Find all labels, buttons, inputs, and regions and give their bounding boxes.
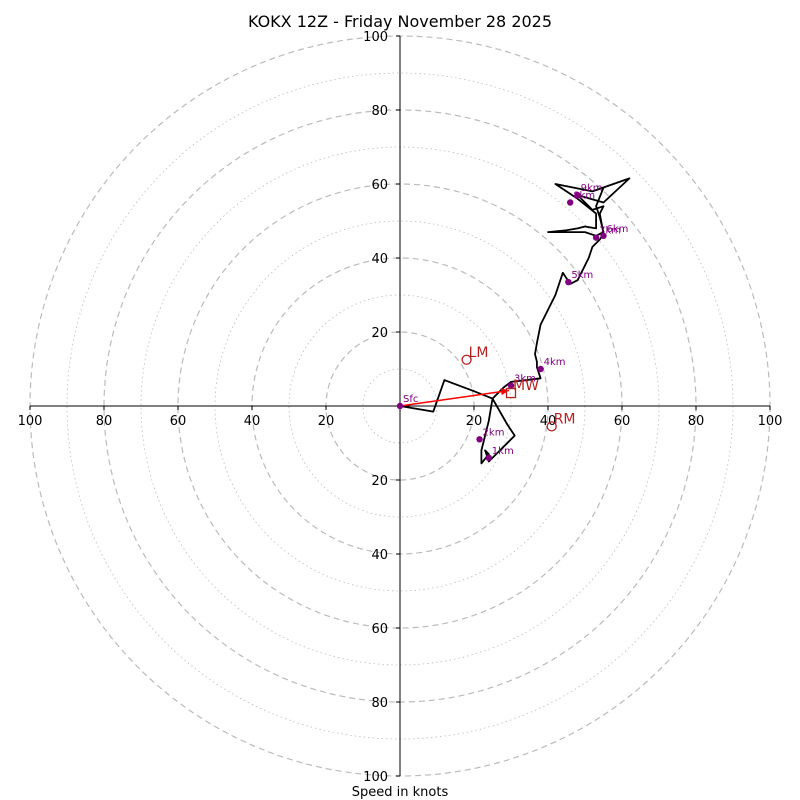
- height-marker-1km: [485, 454, 492, 461]
- storm-motion-marker-lm: [461, 354, 472, 365]
- tick-label-bottom-40: 40: [371, 548, 388, 563]
- height-marker-5km: [565, 278, 572, 286]
- shear-vector: [399, 388, 510, 407]
- tick-label-top-80: 80: [371, 104, 388, 119]
- tick-label-left-60: 60: [170, 414, 187, 429]
- x-axis-label: Speed in knots: [352, 785, 449, 800]
- tick-label-right-80: 80: [688, 414, 705, 429]
- height-label-2km: 2km: [483, 427, 505, 438]
- height-marker-8km: [567, 199, 574, 206]
- storm-motion-marker-rm: [546, 421, 557, 432]
- tick-label-bottom-20: 20: [371, 474, 388, 489]
- height-marker-2km: [476, 436, 483, 443]
- tick-label-top-20: 20: [371, 326, 388, 341]
- tick-label-left-80: 80: [96, 414, 113, 429]
- tick-label-top-60: 60: [371, 178, 388, 193]
- height-label-9km: 9km: [581, 183, 603, 194]
- storm-motion-label-mw: MW: [513, 378, 539, 394]
- storm-motion-markers: LM RM MW: [461, 345, 576, 432]
- hodograph-line-lower: [480, 398, 516, 465]
- storm-motion-label-rm: RM: [554, 411, 576, 427]
- height-marker-6km: [600, 232, 607, 239]
- storm-motion-label-lm: LM: [469, 345, 489, 361]
- height-marker-9km: [574, 191, 581, 199]
- hodograph-line-upper: [399, 177, 631, 413]
- shear-vector-line: [399, 389, 510, 407]
- height-label-5km: 5km: [571, 270, 593, 281]
- shear-vector-arrowhead: [500, 388, 510, 396]
- tick-label-left-100: 100: [18, 414, 43, 429]
- height-label-7km: 7km: [599, 226, 621, 237]
- tick-labels: 20 20 20 20 40 40 40 40 60 60 60 60 80 80 80 80 100 100 10…: [18, 30, 783, 785]
- height-label-4km: 4km: [544, 357, 566, 368]
- tick-label-left-40: 40: [244, 414, 261, 429]
- height-label-8km: 8km: [573, 191, 595, 202]
- storm-motion-marker-mw: [505, 387, 517, 399]
- height-marker-4km: [537, 365, 544, 373]
- chart-title: KOKX 12Z - Friday November 28 2025: [248, 12, 552, 31]
- tick-label-left-20: 20: [318, 414, 335, 429]
- height-marker-7km: [592, 234, 600, 241]
- tick-label-right-60: 60: [614, 414, 631, 429]
- tick-label-right-40: 40: [540, 414, 557, 429]
- tick-label-bottom-80: 80: [371, 696, 388, 711]
- tick-label-bottom-60: 60: [371, 622, 388, 637]
- height-label-1km: 1km: [492, 446, 514, 457]
- tick-label-bottom-100: 100: [363, 770, 388, 785]
- tick-label-top-40: 40: [371, 252, 388, 267]
- height-marker-3km: [507, 382, 515, 389]
- height-label-3km: 3km: [514, 374, 536, 385]
- hodograph-trace: [399, 177, 631, 465]
- height-marker-sfc: [396, 402, 404, 410]
- height-label-6km: 6km: [607, 224, 629, 235]
- tick-label-top-100: 100: [363, 30, 388, 45]
- tick-label-right-100: 100: [758, 414, 783, 429]
- height-label-sfc: Sfc: [403, 394, 418, 405]
- tick-label-right-20: 20: [466, 414, 483, 429]
